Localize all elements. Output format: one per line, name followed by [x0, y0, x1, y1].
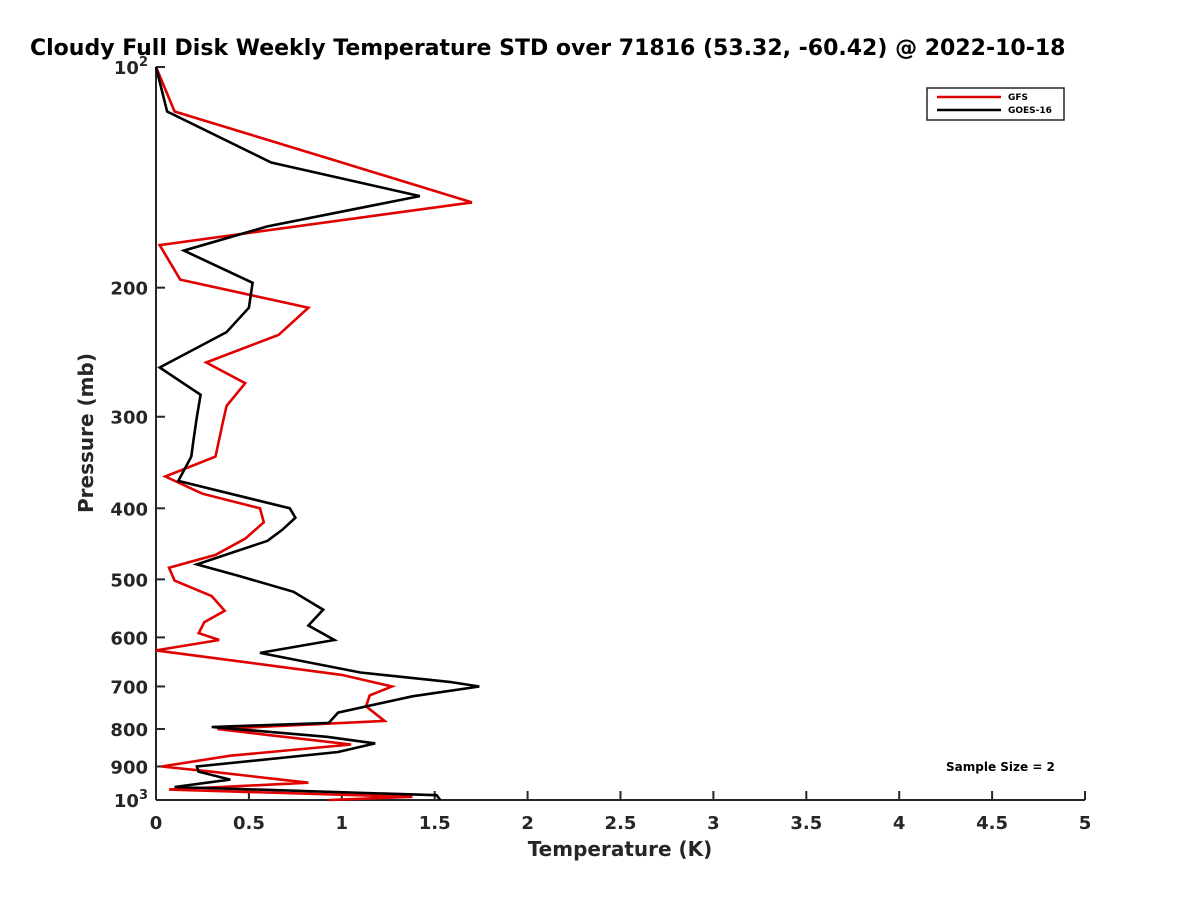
x-tick-label: 3.5	[790, 813, 822, 834]
y-tick-label: 800	[110, 720, 148, 741]
x-tick-label: 1.5	[419, 813, 451, 834]
y-tick-label: 600	[110, 628, 148, 649]
y-tick-label: 103	[114, 788, 148, 812]
x-axis-label: Temperature (K)	[528, 837, 713, 861]
x-tick-label: 0	[150, 813, 163, 834]
chart-title: Cloudy Full Disk Weekly Temperature STD …	[30, 36, 1065, 61]
series-line-gfs	[154, 66, 473, 802]
y-tick-label: 500	[110, 570, 148, 591]
y-tick-label: 900	[110, 757, 148, 778]
legend-label-goes-16: GOES-16	[1008, 106, 1052, 116]
x-tick-label: 1	[336, 813, 349, 834]
legend: GFS GOES-16	[926, 87, 1065, 121]
sample-size-annotation: Sample Size = 2	[946, 760, 1055, 774]
y-tick-label: 102	[114, 55, 148, 79]
y-tick-label: 400	[110, 499, 148, 520]
y-tick-label: 700	[110, 677, 148, 698]
series-line-goes-16	[154, 66, 480, 801]
x-tick-label: 5	[1079, 813, 1092, 834]
x-tick-label: 3	[707, 813, 720, 834]
x-tick-label: 2	[521, 813, 534, 834]
legend-label-gfs: GFS	[1008, 93, 1028, 103]
x-tick-label: 2.5	[605, 813, 637, 834]
x-tick-label: 0.5	[233, 813, 265, 834]
y-tick-label: 300	[110, 408, 148, 429]
x-tick-label: 4.5	[976, 813, 1008, 834]
y-axis-label: Pressure (mb)	[74, 353, 98, 513]
y-tick-label: 200	[110, 279, 148, 300]
axes: 0 0.5 1 1.5 2 2.5 3 3.5 4 4.5 5 102 200 300 400 500 600 7…	[110, 55, 1091, 834]
legend-box	[926, 87, 1065, 121]
x-tick-label: 4	[893, 813, 906, 834]
series-group	[154, 66, 480, 802]
